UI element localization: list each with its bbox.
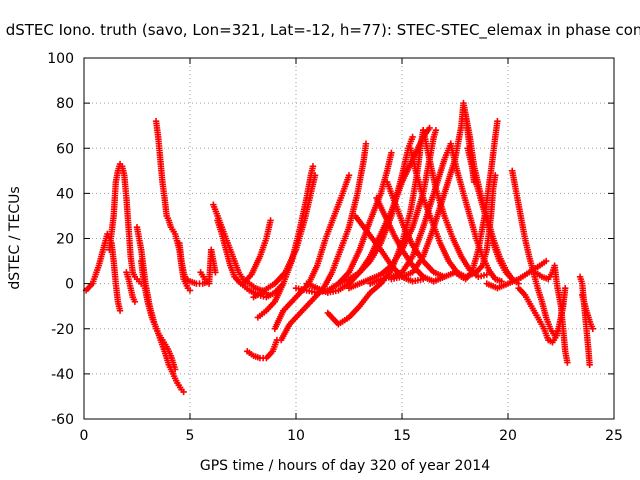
y-axis-label: dSTEC / TECUs	[7, 186, 23, 289]
data-point	[186, 287, 194, 294]
series-30	[462, 111, 516, 283]
data-point	[432, 127, 440, 134]
data-point	[131, 298, 139, 305]
series-8	[197, 246, 219, 287]
data-point	[388, 149, 395, 156]
data-point	[564, 359, 571, 366]
data-point	[345, 172, 353, 179]
y-tick-label: 80	[56, 96, 74, 112]
y-tick-label: 60	[56, 141, 74, 157]
x-tick-label: 15	[393, 428, 411, 444]
x-axis-label: GPS time / hours of day 320 of year 2014	[200, 458, 490, 474]
data-point	[409, 133, 416, 141]
series-11	[244, 336, 281, 362]
series-2	[106, 160, 145, 287]
x-tick-label: 10	[287, 428, 305, 444]
y-tick-label: 20	[56, 232, 74, 248]
y-tick-label: -40	[51, 367, 74, 383]
series-3	[123, 269, 139, 305]
data-point	[267, 217, 274, 224]
series-33	[473, 172, 499, 276]
series-12	[239, 217, 274, 287]
chart-title: dSTEC Iono. truth (savo, Lon=321, Lat=-1…	[6, 21, 640, 40]
data-point	[116, 307, 124, 314]
x-tick-label: 25	[605, 428, 623, 444]
y-tick-label: -20	[51, 322, 74, 338]
data-point	[309, 163, 317, 170]
y-tick-label: 0	[65, 277, 74, 293]
grid	[84, 58, 614, 419]
series-5	[138, 257, 187, 396]
y-tick-label: 100	[47, 51, 74, 67]
data-point	[492, 172, 499, 179]
series-1	[82, 230, 124, 314]
data-point	[542, 257, 550, 265]
x-tick-label: 20	[499, 428, 517, 444]
data-point	[426, 124, 433, 132]
data-point	[483, 271, 490, 278]
y-tick-label: 40	[56, 186, 74, 202]
data-point	[212, 269, 219, 276]
data-point	[180, 388, 187, 396]
axes: 0 5 10 15 20 25 -60 -40 -20 0 20 40 60 80 100	[47, 51, 623, 444]
data-point	[494, 117, 501, 125]
series-16	[277, 140, 370, 344]
x-tick-label: 0	[80, 428, 89, 444]
data-point	[586, 361, 593, 369]
series-39	[579, 291, 596, 332]
series-37	[532, 262, 571, 366]
data-point	[362, 140, 370, 147]
series-34	[483, 257, 550, 292]
series-15	[271, 172, 353, 332]
data-point	[562, 284, 569, 292]
series-14	[254, 163, 317, 321]
series-4	[133, 224, 179, 373]
y-tick-label: -60	[51, 412, 74, 428]
data-point	[589, 325, 596, 332]
series-6	[152, 117, 194, 294]
x-tick-label: 5	[186, 428, 195, 444]
data-points	[82, 99, 596, 396]
series-25	[373, 194, 448, 285]
series-10	[214, 217, 287, 301]
